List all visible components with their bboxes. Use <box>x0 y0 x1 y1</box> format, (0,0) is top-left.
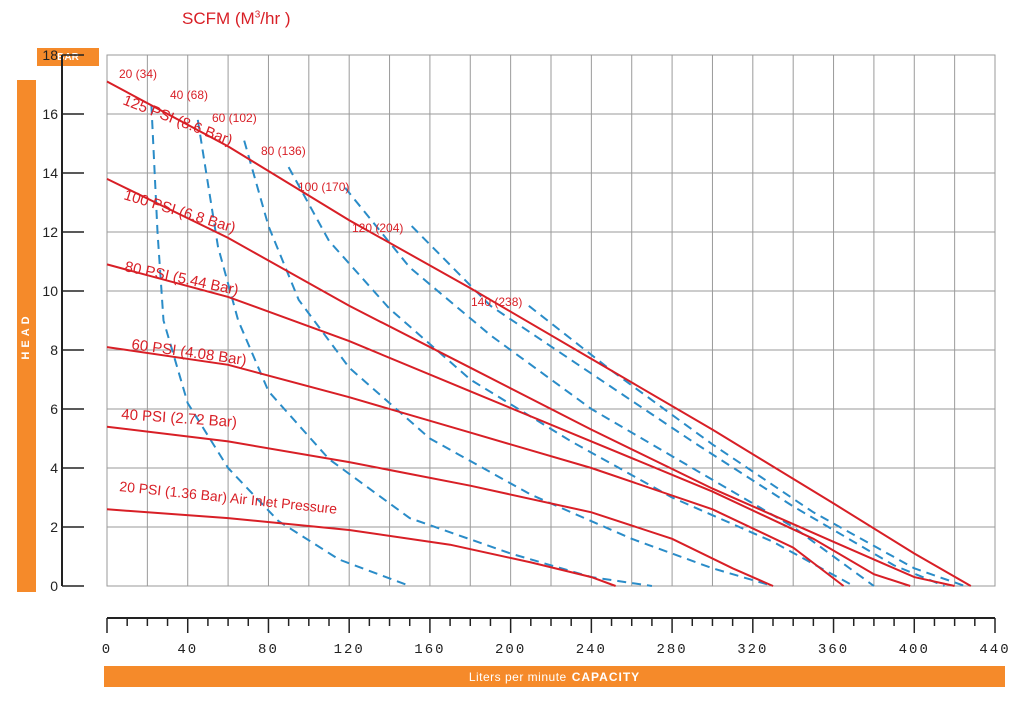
y-tick-label: 16 <box>42 106 58 122</box>
y-tick-label: 10 <box>42 283 58 299</box>
air-curve-label: 140 (238) <box>471 295 522 309</box>
air-curve-label: 120 (204) <box>352 221 403 235</box>
x-tick-label: 240 <box>576 642 607 658</box>
pressure-curve-label: 80 PSI (5.44 Bar) <box>123 258 240 299</box>
x-tick-label: 0 <box>102 642 112 658</box>
air-curve-label: 60 (102) <box>212 111 257 125</box>
y-axis-band <box>17 80 36 592</box>
x-tick-label: 440 <box>979 642 1010 658</box>
air-curve-label: 100 (170) <box>298 180 349 194</box>
x-tick-label: 320 <box>737 642 768 658</box>
air-consumption-curve <box>243 140 774 587</box>
x-axis-title-prefix: Liters per minute <box>468 669 567 684</box>
y-tick-label: 6 <box>50 401 58 417</box>
air-curve-label: 80 (136) <box>261 144 306 158</box>
x-axis-title-strong: CAPACITY <box>571 669 641 684</box>
air-consumption-curve <box>528 305 966 587</box>
air-curve-label: 40 (68) <box>170 88 208 102</box>
pressure-curve-label: 40 PSI (2.72 Bar) <box>121 406 238 431</box>
pressure-curve <box>106 178 955 587</box>
air-curve-label: 20 (34) <box>119 67 157 81</box>
x-axis-band: Liters per minute CAPACITY <box>104 666 1005 687</box>
pressure-curve-label: 100 PSI (6.8 Bar) <box>122 187 238 237</box>
y-tick-label: 12 <box>42 224 58 240</box>
x-tick-label: 120 <box>334 642 365 658</box>
y-tick-label: 0 <box>50 578 58 594</box>
pressure-curve <box>106 263 911 587</box>
x-tick-label: 80 <box>258 642 279 658</box>
pressure-curve <box>106 80 972 587</box>
x-tick-label: 200 <box>495 642 526 658</box>
air-consumption-curve <box>150 105 411 587</box>
y-tick-label: 18 <box>42 47 58 63</box>
pressure-curve <box>106 425 774 587</box>
x-tick-label: 400 <box>899 642 930 658</box>
y-unit-badge: BAR <box>37 48 99 66</box>
x-tick-label: 40 <box>177 642 198 658</box>
x-tick-label: 360 <box>818 642 849 658</box>
y-tick-label: 14 <box>42 165 58 181</box>
pressure-curve <box>106 346 845 587</box>
pressure-curve-label: 60 PSI (4.08 Bar) <box>130 336 247 369</box>
y-tick-label: 4 <box>50 460 58 476</box>
x-tick-label: 160 <box>414 642 445 658</box>
air-consumption-curve <box>287 166 855 587</box>
pressure-curve <box>106 508 616 587</box>
air-consumption-curve <box>410 225 945 587</box>
scfm-title: SCFM (M3/hr ) <box>182 9 291 28</box>
y-tick-label: 8 <box>50 342 58 358</box>
x-tick-label: 280 <box>656 642 687 658</box>
air-consumption-curve <box>196 119 653 587</box>
y-tick-label: 2 <box>50 519 58 535</box>
air-consumption-curve <box>344 187 875 587</box>
